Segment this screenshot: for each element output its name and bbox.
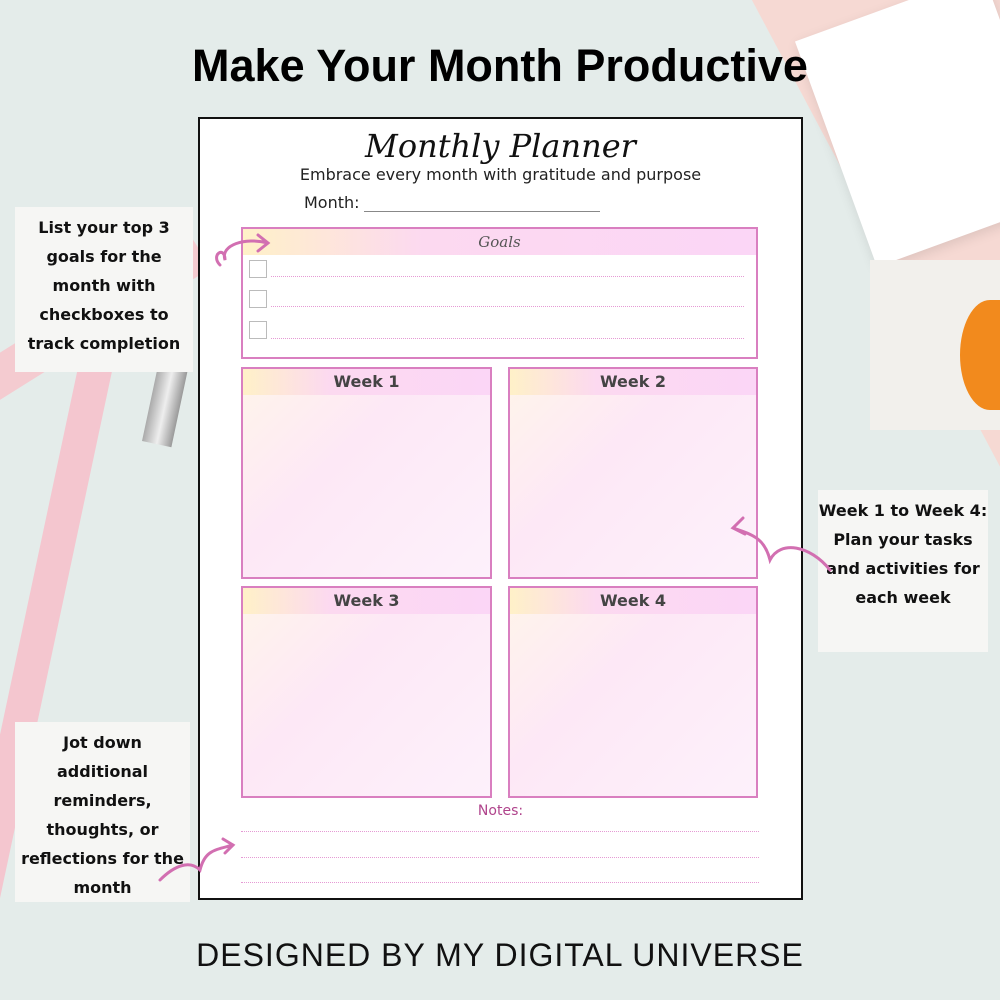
week-4-box[interactable]: Week 4 — [508, 586, 758, 798]
goal-line-2[interactable] — [271, 306, 744, 307]
week-2-box[interactable]: Week 2 — [508, 367, 758, 579]
goals-arrow-icon — [215, 233, 271, 267]
week-3-box[interactable]: Week 3 — [241, 586, 492, 798]
notes-callout: Jot down additional reminders, thoughts,… — [15, 722, 190, 902]
notes-line-2[interactable] — [241, 857, 759, 858]
planner-subtitle: Embrace every month with gratitude and p… — [299, 165, 702, 184]
weeks-callout: Week 1 to Week 4: Plan your tasks and ac… — [818, 490, 988, 652]
headline: Make Your Month Productive — [192, 40, 808, 91]
month-input-line[interactable] — [364, 211, 600, 212]
week-1-box[interactable]: Week 1 — [241, 367, 492, 579]
goal-line-3[interactable] — [271, 338, 744, 339]
week-3-header: Week 3 — [243, 588, 490, 614]
planner-title: Monthly Planner — [365, 127, 636, 165]
goal-checkbox-1[interactable] — [249, 260, 267, 278]
notes-line-3[interactable] — [241, 882, 759, 883]
notes-arrow-icon — [158, 837, 236, 882]
pen-clip-decoration — [142, 362, 188, 448]
footer-credit: DESIGNED BY MY DIGITAL UNIVERSE — [196, 937, 804, 973]
notes-line-1[interactable] — [241, 831, 759, 832]
goal-line-1[interactable] — [271, 276, 744, 277]
goals-callout: List your top 3 goals for the month with… — [15, 207, 193, 372]
week-4-header: Week 4 — [510, 588, 756, 614]
week-2-header: Week 2 — [510, 369, 756, 395]
week-1-header: Week 1 — [243, 369, 490, 395]
goals-header: Goals — [243, 229, 756, 255]
planner-sheet: Monthly Planner Embrace every month with… — [198, 117, 803, 900]
weeks-arrow-icon — [730, 516, 832, 572]
goal-checkbox-3[interactable] — [249, 321, 267, 339]
goals-section: Goals — [241, 227, 758, 359]
notes-label: Notes: — [477, 803, 524, 819]
orange-decoration — [960, 300, 1000, 410]
month-label: Month: — [304, 193, 360, 212]
goal-checkbox-2[interactable] — [249, 290, 267, 308]
